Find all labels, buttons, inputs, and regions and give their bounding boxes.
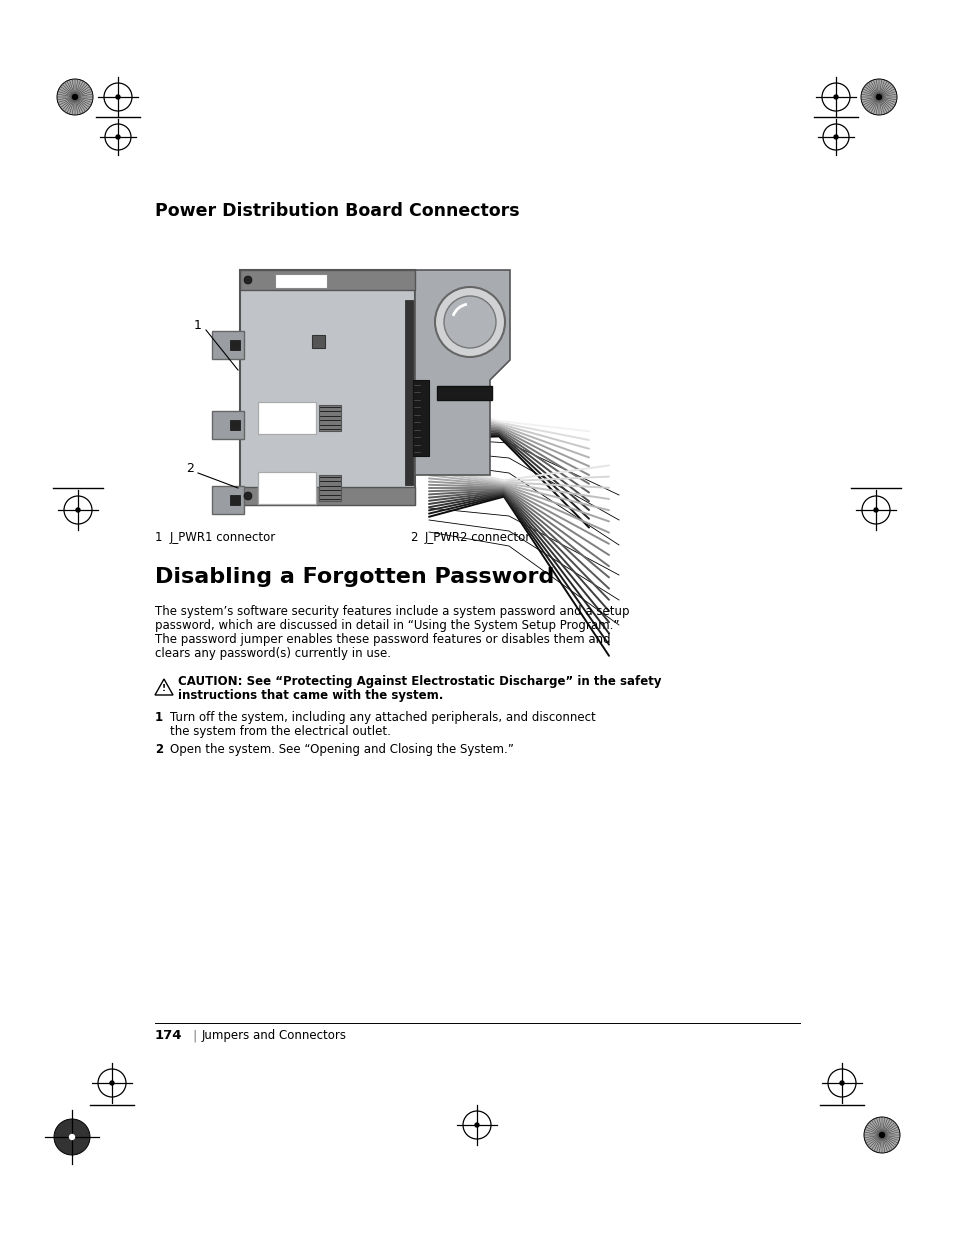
Text: clears any password(s) currently in use.: clears any password(s) currently in use. [154, 647, 391, 659]
Circle shape [70, 1135, 74, 1140]
Text: password, which are discussed in detail in “Using the System Setup Program.”: password, which are discussed in detail … [154, 619, 618, 632]
Circle shape [116, 135, 120, 140]
Circle shape [435, 287, 504, 357]
Text: Open the system. See “Opening and Closing the System.”: Open the system. See “Opening and Closin… [170, 743, 514, 756]
Text: 2: 2 [186, 462, 193, 474]
Bar [318, 475, 340, 501]
Text: 2: 2 [410, 531, 417, 543]
Circle shape [863, 1116, 899, 1153]
Text: the system from the electrical outlet.: the system from the electrical outlet. [170, 725, 391, 739]
Bar [240, 270, 415, 290]
Bar [274, 274, 327, 288]
Text: 1: 1 [193, 319, 202, 331]
Bar [257, 403, 315, 433]
Circle shape [873, 508, 877, 513]
Circle shape [57, 79, 92, 115]
Text: Turn off the system, including any attached peripherals, and disconnect: Turn off the system, including any attac… [170, 711, 595, 724]
Circle shape [833, 95, 837, 99]
Text: instructions that came with the system.: instructions that came with the system. [178, 689, 443, 701]
Bar [318, 405, 340, 431]
Bar [212, 411, 244, 438]
Circle shape [443, 296, 496, 348]
Bar [257, 472, 315, 504]
Bar [436, 387, 492, 400]
Polygon shape [154, 679, 172, 695]
Text: The password jumper enables these password features or disables them and: The password jumper enables these passwo… [154, 634, 610, 646]
Bar [413, 380, 429, 456]
Text: Disabling a Forgotten Password: Disabling a Forgotten Password [154, 567, 554, 587]
Circle shape [840, 1081, 843, 1086]
Bar [212, 331, 244, 359]
Polygon shape [415, 270, 510, 475]
Text: Power Distribution Board Connectors: Power Distribution Board Connectors [154, 203, 519, 220]
Circle shape [876, 95, 881, 100]
Text: 2: 2 [154, 743, 163, 756]
Bar [230, 495, 240, 505]
Text: 1: 1 [154, 711, 163, 724]
Circle shape [244, 275, 252, 284]
Bar [230, 420, 240, 430]
Text: CAUTION: See “Protecting Against Electrostatic Discharge” in the safety: CAUTION: See “Protecting Against Electro… [178, 676, 660, 688]
Bar [405, 300, 413, 485]
Circle shape [475, 1123, 478, 1128]
Circle shape [110, 1081, 113, 1086]
Bar [240, 270, 415, 505]
Circle shape [72, 95, 77, 100]
Text: J_PWR2 connector: J_PWR2 connector [424, 531, 531, 543]
Bar [230, 340, 240, 350]
Text: |: | [192, 1029, 196, 1042]
Text: Jumpers and Connectors: Jumpers and Connectors [202, 1029, 347, 1042]
Text: 174: 174 [154, 1029, 182, 1042]
Circle shape [861, 79, 896, 115]
Circle shape [879, 1132, 883, 1137]
Circle shape [833, 135, 837, 140]
Bar [240, 487, 415, 505]
Text: J_PWR1 connector: J_PWR1 connector [170, 531, 276, 543]
Text: 1: 1 [154, 531, 162, 543]
Circle shape [116, 95, 120, 99]
Circle shape [244, 492, 252, 500]
Circle shape [76, 508, 80, 513]
Text: The system’s software security features include a system password and a setup: The system’s software security features … [154, 605, 629, 618]
Bar [312, 335, 325, 348]
Text: !: ! [162, 683, 166, 693]
Bar [212, 487, 244, 514]
Circle shape [54, 1119, 90, 1155]
